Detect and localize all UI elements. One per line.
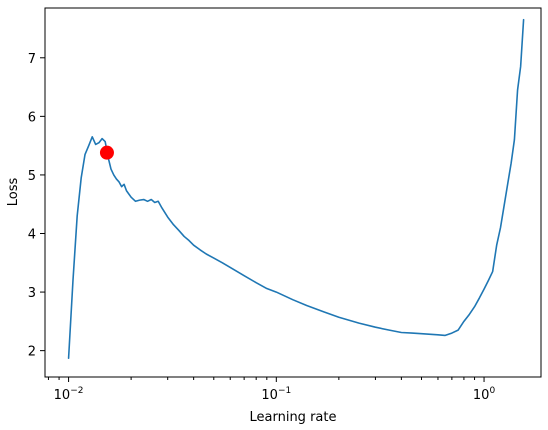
y-tick-label: 3	[28, 286, 36, 301]
plot-frame	[44, 7, 542, 378]
y-axis-label: Loss	[6, 178, 21, 207]
loss-series-line	[67, 18, 525, 360]
x-axis-label: Learning rate	[250, 410, 337, 425]
x-axis-ticks: 10−2 10−1 100	[47, 377, 496, 403]
x-tick-label: 10−1	[261, 386, 291, 403]
x-tick-label: 10−2	[54, 386, 84, 403]
x-tick-label: 100	[473, 386, 496, 403]
y-tick-label: 2	[28, 345, 36, 360]
y-tick-label: 4	[28, 228, 36, 243]
y-tick-label: 6	[28, 110, 36, 125]
y-tick-label: 7	[28, 52, 36, 67]
y-tick-label: 5	[28, 169, 36, 184]
suggested-lr-marker	[99, 145, 114, 160]
y-axis-ticks: 2 3 4 5 6 7	[28, 52, 45, 360]
plot-area	[67, 18, 525, 360]
